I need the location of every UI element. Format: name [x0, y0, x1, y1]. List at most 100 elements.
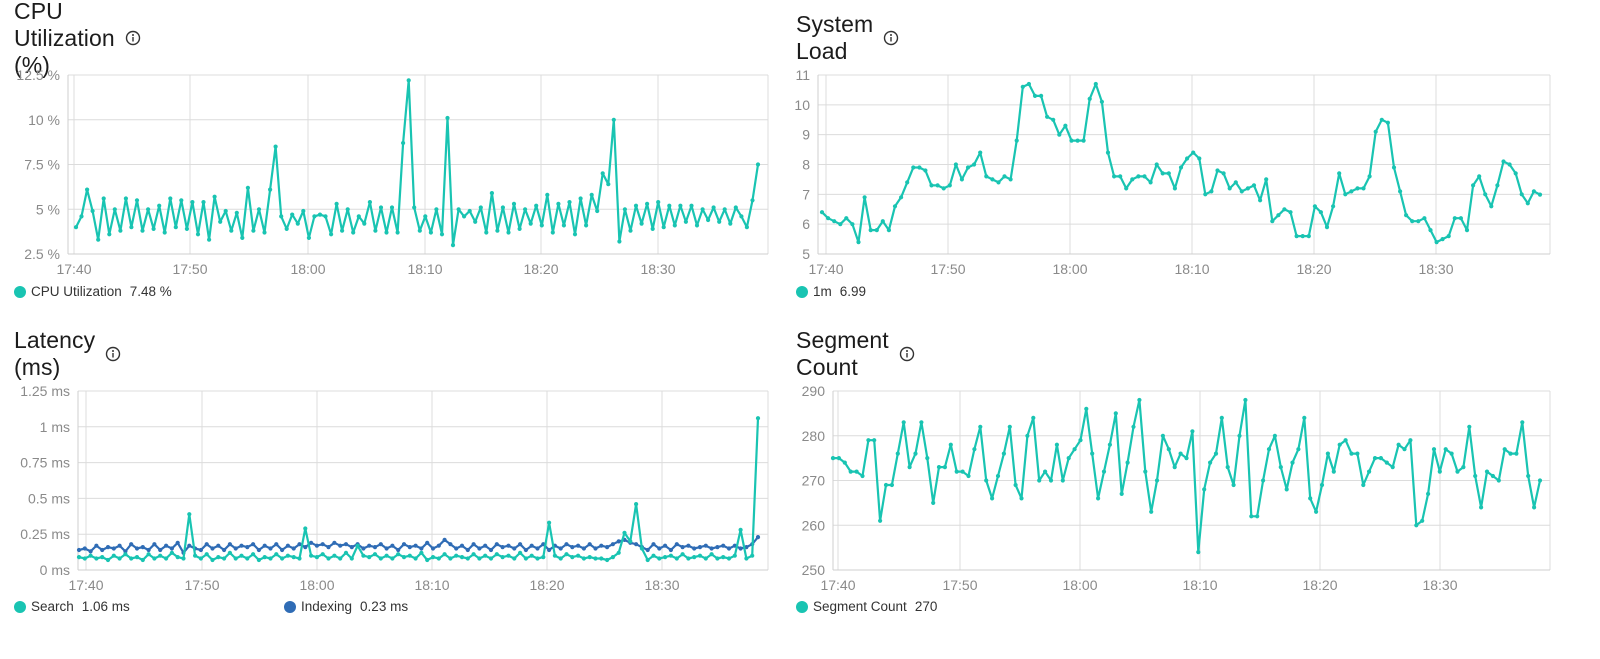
data-point[interactable]	[578, 196, 583, 201]
data-point[interactable]	[550, 230, 555, 235]
data-point[interactable]	[477, 546, 482, 551]
data-point[interactable]	[372, 552, 378, 557]
data-point[interactable]	[572, 232, 578, 237]
data-point[interactable]	[268, 546, 273, 551]
data-point[interactable]	[1331, 469, 1336, 474]
data-point[interactable]	[511, 201, 517, 206]
data-point[interactable]	[545, 192, 550, 197]
data-point[interactable]	[518, 550, 523, 555]
data-point[interactable]	[345, 207, 350, 212]
data-point[interactable]	[390, 556, 395, 561]
data-point[interactable]	[634, 502, 639, 507]
data-point[interactable]	[1043, 469, 1048, 474]
data-point[interactable]	[500, 545, 505, 550]
data-point[interactable]	[1243, 397, 1248, 403]
data-point[interactable]	[356, 214, 361, 219]
data-point[interactable]	[105, 545, 111, 550]
data-point[interactable]	[703, 556, 708, 561]
data-point[interactable]	[378, 542, 383, 547]
data-point[interactable]	[1496, 478, 1501, 483]
data-point[interactable]	[401, 555, 407, 560]
data-point[interactable]	[1149, 509, 1154, 514]
data-point[interactable]	[674, 542, 679, 547]
data-point[interactable]	[1495, 183, 1500, 188]
data-point[interactable]	[868, 228, 873, 233]
data-point[interactable]	[1208, 460, 1213, 465]
data-point[interactable]	[832, 219, 837, 224]
data-point[interactable]	[1284, 487, 1289, 492]
data-point[interactable]	[1390, 465, 1395, 470]
data-point[interactable]	[1249, 514, 1254, 519]
data-point[interactable]	[584, 223, 589, 228]
data-point[interactable]	[1449, 451, 1454, 456]
data-point[interactable]	[1213, 451, 1219, 456]
data-point[interactable]	[274, 542, 279, 547]
data-point[interactable]	[1391, 165, 1397, 170]
data-point[interactable]	[1367, 469, 1372, 474]
data-point[interactable]	[1264, 177, 1269, 182]
data-point[interactable]	[539, 223, 544, 228]
data-point[interactable]	[1075, 138, 1080, 143]
data-point[interactable]	[1105, 150, 1111, 155]
data-point[interactable]	[728, 221, 733, 226]
data-point[interactable]	[94, 543, 99, 548]
data-point[interactable]	[373, 228, 378, 233]
data-point[interactable]	[1272, 433, 1277, 438]
data-point[interactable]	[1426, 491, 1431, 496]
data-point[interactable]	[390, 543, 395, 548]
data-point[interactable]	[755, 416, 761, 421]
data-point[interactable]	[1096, 496, 1101, 501]
data-point[interactable]	[362, 221, 367, 226]
data-point[interactable]	[1331, 204, 1336, 209]
data-point[interactable]	[234, 210, 239, 215]
data-point[interactable]	[262, 230, 267, 235]
data-point[interactable]	[198, 547, 203, 553]
data-point[interactable]	[290, 212, 295, 217]
data-point[interactable]	[101, 196, 106, 201]
data-point[interactable]	[285, 543, 290, 548]
data-point[interactable]	[703, 543, 708, 548]
data-point[interactable]	[297, 556, 302, 561]
data-point[interactable]	[1002, 174, 1007, 179]
data-point[interactable]	[1428, 228, 1433, 233]
data-point[interactable]	[309, 553, 314, 558]
data-point[interactable]	[450, 243, 456, 248]
data-point[interactable]	[558, 556, 563, 561]
data-point[interactable]	[1431, 447, 1437, 452]
data-point[interactable]	[856, 240, 861, 245]
data-point[interactable]	[1507, 162, 1512, 167]
data-point[interactable]	[1410, 219, 1415, 224]
data-point[interactable]	[442, 552, 447, 557]
data-point[interactable]	[651, 542, 656, 547]
data-point[interactable]	[1372, 456, 1378, 461]
data-point[interactable]	[85, 187, 90, 192]
data-point[interactable]	[1237, 433, 1242, 438]
data-point[interactable]	[1452, 216, 1457, 221]
data-point[interactable]	[862, 195, 867, 200]
data-point[interactable]	[168, 196, 173, 201]
data-point[interactable]	[100, 547, 105, 553]
data-point[interactable]	[407, 553, 412, 558]
data-point[interactable]	[1461, 465, 1466, 470]
data-point[interactable]	[82, 556, 87, 561]
data-point[interactable]	[140, 228, 145, 233]
data-point[interactable]	[262, 543, 267, 548]
data-point[interactable]	[836, 456, 842, 461]
data-point[interactable]	[419, 550, 424, 555]
data-point[interactable]	[1124, 186, 1129, 191]
data-point[interactable]	[123, 552, 128, 557]
data-point[interactable]	[76, 547, 82, 553]
data-point[interactable]	[639, 221, 644, 226]
data-point[interactable]	[158, 553, 163, 558]
data-point[interactable]	[256, 557, 261, 563]
data-point[interactable]	[954, 469, 959, 474]
data-point[interactable]	[1261, 478, 1266, 483]
data-point[interactable]	[826, 216, 831, 221]
data-point[interactable]	[494, 542, 499, 547]
data-point[interactable]	[1154, 162, 1159, 167]
data-point[interactable]	[1508, 451, 1513, 456]
data-point[interactable]	[1118, 174, 1123, 179]
data-point[interactable]	[419, 546, 424, 551]
data-point[interactable]	[1483, 192, 1488, 197]
data-point[interactable]	[239, 553, 244, 558]
